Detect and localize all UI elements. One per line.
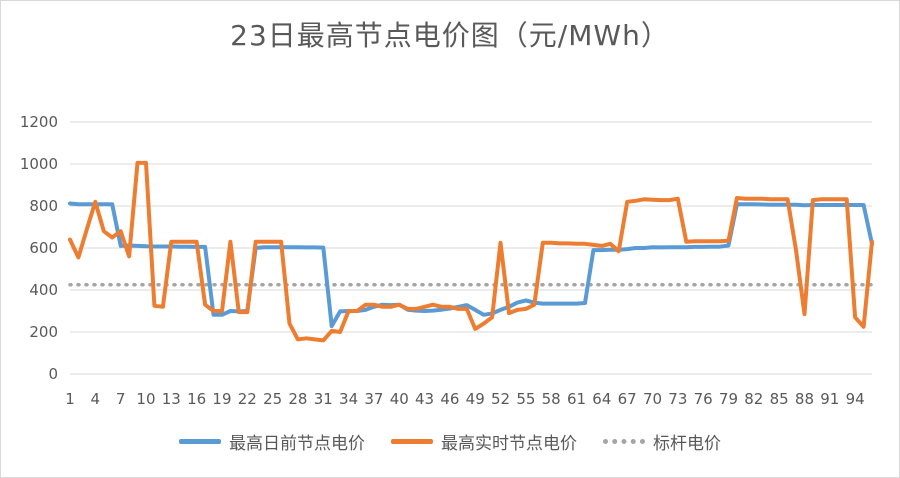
y-tick-label: 800	[29, 197, 58, 215]
x-tick-label: 85	[770, 390, 789, 408]
legend-swatch-day-ahead	[179, 438, 221, 444]
x-tick-label: 67	[618, 390, 637, 408]
x-tick-label: 52	[491, 390, 510, 408]
x-tick-label: 82	[744, 390, 763, 408]
x-tick-label: 73	[668, 390, 687, 408]
x-tick-label: 37	[364, 390, 383, 408]
x-tick-label: 28	[288, 390, 307, 408]
x-tick-label: 43	[415, 390, 434, 408]
x-tick-label: 31	[314, 390, 333, 408]
x-tick-label: 79	[719, 390, 738, 408]
legend: 最高日前节点电价 最高实时节点电价 标杆电价	[0, 426, 900, 456]
x-tick-label: 88	[795, 390, 814, 408]
legend-label-day-ahead: 最高日前节点电价	[229, 433, 365, 454]
x-tick-label: 91	[820, 390, 839, 408]
legend-item-benchmark: 标杆电价	[603, 429, 721, 454]
x-tick-label: 61	[567, 390, 586, 408]
x-tick-label: 25	[263, 390, 282, 408]
x-tick-label: 1	[65, 390, 75, 408]
y-tick-label: 200	[29, 323, 58, 341]
x-tick-label: 16	[187, 390, 206, 408]
x-tick-label: 34	[339, 390, 358, 408]
legend-label-real-time: 最高实时节点电价	[441, 433, 577, 454]
y-tick-label: 600	[29, 239, 58, 257]
x-tick-label: 70	[643, 390, 662, 408]
legend-label-benchmark: 标杆电价	[653, 433, 721, 454]
x-tick-label: 55	[516, 390, 535, 408]
x-tick-label: 49	[466, 390, 485, 408]
x-tick-label: 4	[91, 390, 101, 408]
x-tick-label: 46	[440, 390, 459, 408]
x-tick-label: 76	[694, 390, 713, 408]
x-tick-label: 64	[592, 390, 611, 408]
chart-title: 23日最高节点电价图（元/MWh）	[230, 19, 670, 52]
y-axis-ticks: 0 200 400 600 800 1000 1200	[20, 113, 58, 383]
y-tick-label: 1000	[20, 155, 58, 173]
legend-swatch-benchmark	[603, 438, 645, 444]
y-tick-label: 400	[29, 281, 58, 299]
series-line-0	[68, 201, 874, 329]
x-tick-label: 7	[116, 390, 126, 408]
legend-item-day-ahead: 最高日前节点电价	[179, 429, 365, 454]
x-axis-ticks: 1 4 7 10 13 16 19 22 25 28 31 34 37 40 43 46 49 52 55 58 61 6…	[65, 390, 864, 408]
gridlines	[70, 121, 872, 375]
legend-item-real-time: 最高实时节点电价	[391, 429, 577, 454]
x-tick-label: 10	[136, 390, 155, 408]
x-tick-label: 19	[212, 390, 231, 408]
x-tick-label: 13	[162, 390, 181, 408]
x-tick-label: 22	[238, 390, 257, 408]
y-tick-label: 1200	[20, 113, 58, 131]
series-line-1	[68, 160, 874, 343]
x-tick-label: 58	[542, 390, 561, 408]
series-lines	[68, 160, 874, 343]
y-tick-label: 0	[48, 365, 58, 383]
x-tick-label: 40	[390, 390, 409, 408]
x-tick-label: 94	[846, 390, 865, 408]
legend-swatch-real-time	[391, 438, 433, 444]
